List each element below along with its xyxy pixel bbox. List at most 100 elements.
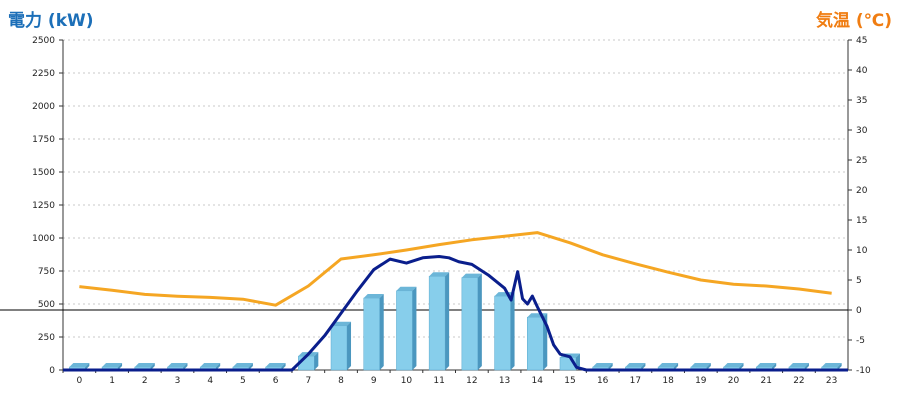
x-tick-label: 0 <box>76 376 82 386</box>
x-tick-label: 2 <box>142 376 148 386</box>
bar <box>428 276 446 371</box>
right-tick-label: 45 <box>856 36 867 46</box>
x-tick-label: 23 <box>826 376 837 386</box>
right-tick-label: -5 <box>856 336 865 346</box>
x-tick-label: 7 <box>305 376 311 386</box>
bar-top <box>756 363 777 367</box>
bar-side <box>477 273 482 370</box>
bar-top <box>396 286 417 291</box>
bar-side <box>216 363 221 370</box>
bar-top <box>232 363 253 367</box>
right-tick-label: 35 <box>856 96 867 106</box>
x-tick-label: 16 <box>597 376 609 386</box>
bar-top <box>461 273 482 278</box>
left-tick-label: 2500 <box>32 36 55 46</box>
x-tick-label: 8 <box>338 376 344 386</box>
x-tick-label: 5 <box>240 376 246 386</box>
bar-side <box>739 363 744 370</box>
left-tick-label: 500 <box>38 300 55 310</box>
right-axis-title: 気温 (℃) <box>815 11 892 31</box>
bar-side <box>183 363 188 370</box>
left-tick-label: 1000 <box>32 234 55 244</box>
right-tick-label: 10 <box>856 246 868 256</box>
right-tick-label: 30 <box>856 126 868 136</box>
bar-side <box>412 286 417 370</box>
x-tick-label: 18 <box>662 376 674 386</box>
left-axis-title: 電力 (kW) <box>8 11 94 31</box>
bar-side <box>445 272 450 370</box>
bar-top <box>690 363 711 367</box>
bar-side <box>281 363 286 370</box>
bar-top <box>363 294 384 299</box>
bar-side <box>118 363 123 370</box>
bar-top <box>265 363 286 367</box>
bar-top <box>723 363 744 367</box>
bar-side <box>837 363 842 370</box>
x-tick-label: 17 <box>630 376 641 386</box>
bar <box>494 295 511 371</box>
x-tick-label: 20 <box>728 376 740 386</box>
bar-side <box>772 363 777 370</box>
bar-top <box>167 363 188 367</box>
x-tick-label: 21 <box>761 376 772 386</box>
x-tick-label: 14 <box>532 376 544 386</box>
bar <box>363 297 380 371</box>
bar-top <box>592 363 613 367</box>
bar <box>396 290 413 371</box>
bar-top <box>821 363 842 367</box>
x-tick-label: 19 <box>695 376 707 386</box>
bar-top <box>102 363 123 367</box>
bar-top <box>69 363 90 367</box>
bar-top <box>788 363 809 367</box>
bar-side <box>641 363 646 370</box>
bar-top <box>331 321 352 326</box>
x-tick-label: 10 <box>401 376 413 386</box>
bar <box>461 277 479 371</box>
bar-side <box>150 363 155 370</box>
bar-side <box>379 294 384 370</box>
bar <box>330 325 348 371</box>
x-tick-label: 12 <box>466 376 477 386</box>
x-tick-label: 13 <box>499 376 510 386</box>
right-tick-label: 40 <box>856 66 868 76</box>
bar-top <box>429 272 450 277</box>
left-tick-label: 750 <box>38 267 55 277</box>
bar-side <box>706 363 711 370</box>
right-tick-label: 15 <box>856 216 867 226</box>
bar-side <box>347 321 352 370</box>
left-tick-label: 1500 <box>32 168 55 178</box>
bar-top <box>625 363 646 367</box>
x-tick-label: 11 <box>433 376 444 386</box>
right-tick-label: 25 <box>856 156 867 166</box>
x-tick-label: 22 <box>793 376 804 386</box>
left-tick-label: 250 <box>38 333 55 343</box>
temperature-line <box>79 231 832 307</box>
left-tick-label: 0 <box>49 366 55 376</box>
bar-side <box>804 363 809 370</box>
bar-side <box>510 292 515 370</box>
bar-side <box>608 363 613 370</box>
bar-top <box>200 363 221 367</box>
x-tick-label: 9 <box>371 376 377 386</box>
x-tick-label: 4 <box>207 376 213 386</box>
bar <box>527 316 544 371</box>
left-tick-label: 2000 <box>32 102 55 112</box>
x-tick-label: 15 <box>564 376 575 386</box>
power-curve-line <box>63 254 848 372</box>
bar-side <box>314 352 319 370</box>
x-tick-label: 6 <box>273 376 279 386</box>
bar-side <box>674 363 679 370</box>
right-tick-label: -10 <box>856 366 871 376</box>
right-tick-label: 20 <box>856 186 868 196</box>
left-tick-label: 1250 <box>32 201 55 211</box>
bar-top <box>134 363 155 367</box>
left-tick-label: 2250 <box>32 69 55 79</box>
left-tick-label: 1750 <box>32 135 55 145</box>
right-tick-label: 0 <box>856 306 862 316</box>
x-tick-label: 3 <box>175 376 181 386</box>
bar-side <box>85 363 90 370</box>
bar-side <box>248 363 253 370</box>
bar-top <box>658 363 679 367</box>
